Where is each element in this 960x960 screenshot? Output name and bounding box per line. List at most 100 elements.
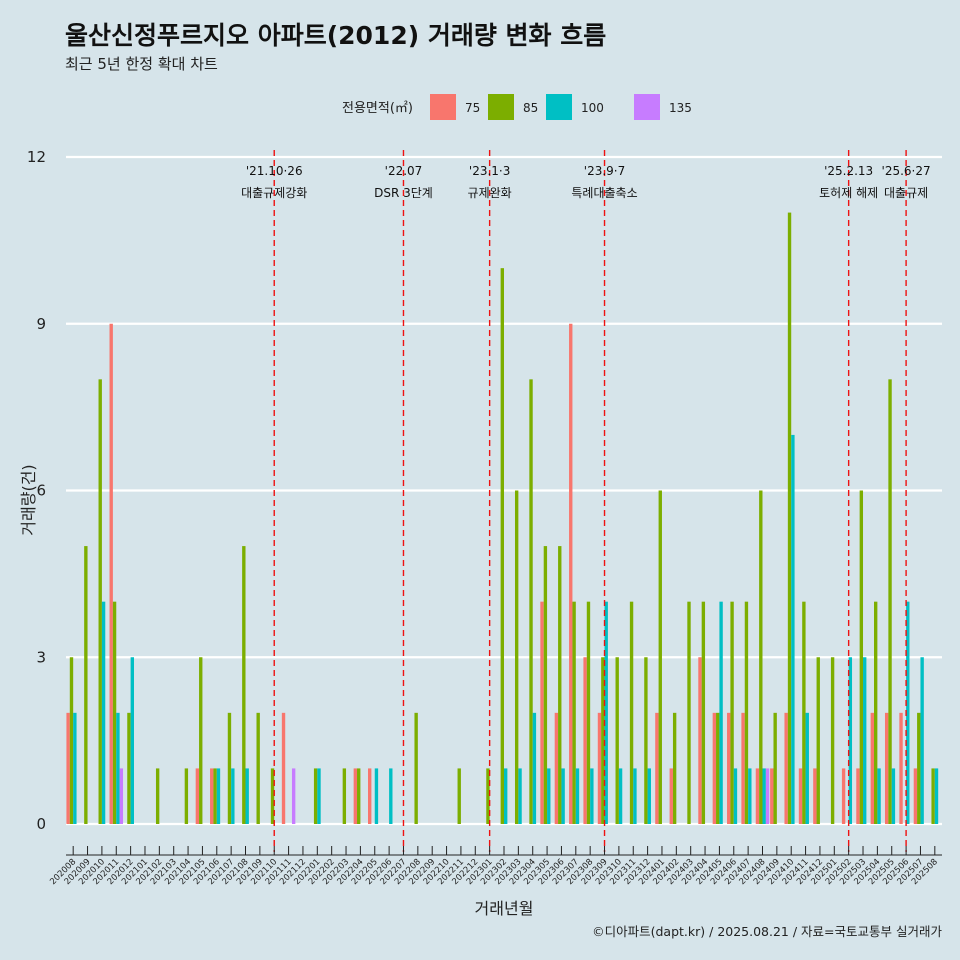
bar-85-202208 bbox=[414, 712, 418, 824]
bar-100-202302 bbox=[504, 768, 508, 824]
legend-label-75: 75 bbox=[465, 101, 480, 115]
bar-75-202105 bbox=[195, 768, 200, 824]
legend: 전용면적(㎡) 75 85 100 135 bbox=[342, 94, 692, 120]
bar-75-202406 bbox=[727, 712, 731, 824]
event-label-2: 규제완화 bbox=[468, 186, 512, 200]
event-label-0: 대출규제강화 bbox=[241, 186, 307, 200]
bar-135-202408 bbox=[765, 768, 770, 824]
bar-75-202408 bbox=[755, 768, 760, 824]
bar-85-202107 bbox=[227, 712, 232, 824]
bar-85-202406 bbox=[730, 601, 734, 824]
bar-100-202312 bbox=[647, 768, 651, 824]
bar-85-202410 bbox=[787, 212, 792, 825]
bar-85-202102 bbox=[155, 768, 160, 824]
bar-85-202310 bbox=[615, 657, 619, 824]
bar-85-202409 bbox=[773, 712, 777, 824]
bar-100-202311 bbox=[633, 768, 637, 824]
bar-75-202205 bbox=[368, 768, 372, 824]
bars bbox=[66, 212, 939, 825]
bar-75-202507 bbox=[913, 768, 918, 824]
event-date-1: '22.07 bbox=[385, 164, 423, 178]
bar-75-202502 bbox=[841, 768, 846, 824]
event-label-1: DSR 3단계 bbox=[374, 186, 433, 200]
bar-85-202507 bbox=[917, 712, 921, 824]
legend-label-135: 135 bbox=[669, 101, 692, 115]
legend-label-100: 100 bbox=[581, 101, 604, 115]
bar-75-202106 bbox=[210, 768, 214, 824]
bar-135-202111 bbox=[291, 768, 296, 824]
bar-85-202306 bbox=[558, 546, 562, 824]
bar-100-202107 bbox=[231, 768, 235, 824]
bar-100-202507 bbox=[920, 657, 924, 824]
event-date-5: '25.6·27 bbox=[882, 164, 931, 178]
bar-75-202204 bbox=[353, 768, 358, 824]
bar-85-202012 bbox=[127, 712, 131, 824]
bar-100-202506 bbox=[906, 601, 910, 824]
bar-75-202505 bbox=[884, 712, 889, 824]
y-tick-0: 0 bbox=[36, 815, 46, 833]
bar-85-202503 bbox=[859, 490, 864, 824]
bar-85-202501 bbox=[830, 657, 835, 824]
bar-85-202308 bbox=[586, 601, 591, 824]
bar-85-202312 bbox=[644, 657, 648, 824]
bar-75-202404 bbox=[698, 657, 702, 824]
caption: ©디아파트(dapt.kr) / 2025.08.21 / 자료=국토교통부 실… bbox=[592, 924, 942, 939]
bar-100-202502 bbox=[848, 657, 853, 824]
event-date-3: '23.9·7 bbox=[584, 164, 625, 178]
bar-85-202508 bbox=[931, 768, 935, 824]
bar-100-202310 bbox=[618, 768, 623, 824]
bar-85-202307 bbox=[572, 601, 576, 824]
bar-85-202402 bbox=[672, 712, 677, 824]
chart-subtitle: 최근 5년 한정 확대 차트 bbox=[65, 55, 218, 73]
bar-100-202206 bbox=[389, 768, 393, 824]
bar-75-202402 bbox=[669, 768, 673, 824]
bar-100-202406 bbox=[733, 768, 738, 824]
legend-label-85: 85 bbox=[523, 101, 538, 115]
bar-100-202504 bbox=[877, 768, 881, 824]
bar-100-202106 bbox=[216, 768, 221, 824]
x-axis-label: 거래년월 bbox=[475, 899, 534, 918]
y-tick-6: 6 bbox=[36, 482, 46, 500]
bar-85-202201 bbox=[313, 768, 318, 824]
bar-100-202411 bbox=[805, 712, 809, 824]
bar-75-202412 bbox=[813, 768, 817, 824]
bar-85-202010 bbox=[98, 379, 102, 824]
bar-85-202108 bbox=[242, 546, 246, 824]
bar-75-202008 bbox=[66, 712, 70, 824]
legend-title: 전용면적(㎡) bbox=[342, 101, 413, 116]
bar-75-202309 bbox=[597, 712, 602, 824]
y-tick-12: 12 bbox=[27, 148, 46, 166]
chart-title: 울산신정푸르지오 아파트(2012) 거래량 변화 흐름 bbox=[65, 21, 606, 50]
bar-75-202111 bbox=[281, 712, 286, 824]
bar-85-202504 bbox=[874, 601, 878, 824]
bar-75-202409 bbox=[770, 768, 774, 824]
bar-100-202410 bbox=[791, 434, 795, 824]
bar-100-202303 bbox=[518, 768, 522, 824]
bar-75-202504 bbox=[870, 712, 875, 824]
event-label-4: 토허제 해제 bbox=[819, 186, 878, 200]
bar-85-202305 bbox=[543, 546, 548, 824]
bar-75-202407 bbox=[741, 712, 745, 824]
bar-85-202407 bbox=[744, 601, 749, 824]
y-axis: 0 3 6 9 12 bbox=[27, 148, 46, 833]
bar-100-202304 bbox=[532, 712, 537, 824]
bar-100-202307 bbox=[575, 768, 580, 824]
event-date-0: '21.10·26 bbox=[246, 164, 303, 178]
bar-85-202404 bbox=[701, 601, 706, 824]
bar-100-202108 bbox=[245, 768, 249, 824]
event-date-2: '23.1·3 bbox=[469, 164, 510, 178]
legend-swatch-100 bbox=[546, 94, 572, 120]
bar-100-202308 bbox=[590, 768, 594, 824]
bar-85-202403 bbox=[687, 601, 691, 824]
bar-75-202011 bbox=[109, 323, 113, 824]
event-label-5: 대출규제 bbox=[884, 186, 928, 200]
bar-100-202503 bbox=[863, 657, 867, 824]
y-tick-3: 3 bbox=[36, 648, 46, 666]
bar-85-202505 bbox=[888, 379, 892, 824]
bar-75-202307 bbox=[569, 323, 573, 824]
bar-75-202308 bbox=[583, 657, 587, 824]
bar-100-202309 bbox=[604, 601, 608, 824]
bar-85-202009 bbox=[84, 546, 88, 824]
bar-85-202311 bbox=[629, 601, 634, 824]
